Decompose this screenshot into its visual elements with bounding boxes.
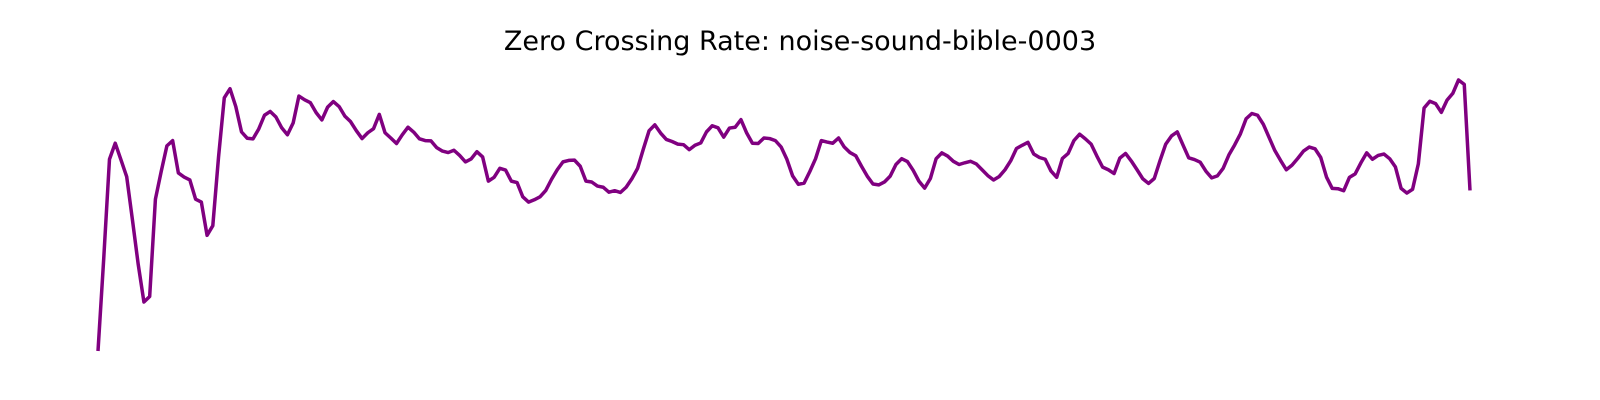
series-line-1 [96,78,1472,352]
series-layer [96,78,1472,352]
chart-title: Zero Crossing Rate: noise-sound-bible-00… [503,26,1097,57]
